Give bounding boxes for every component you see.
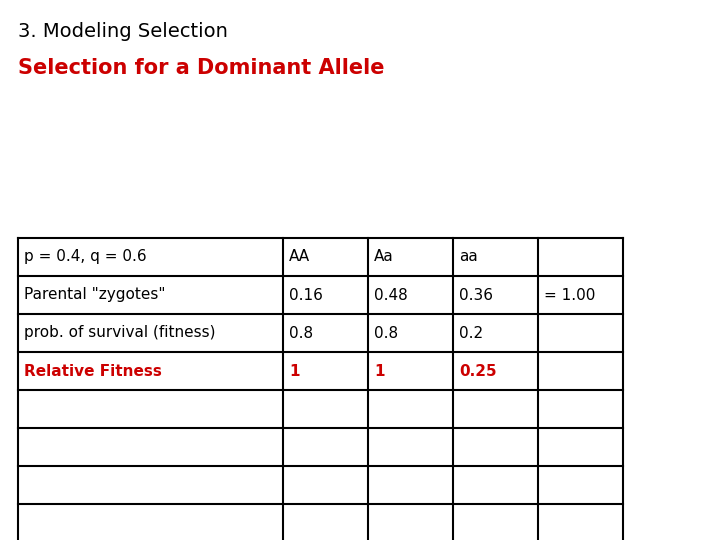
Text: 0.2: 0.2 [459, 326, 483, 341]
Text: prob. of survival (fitness): prob. of survival (fitness) [24, 326, 215, 341]
Text: p = 0.4, q = 0.6: p = 0.4, q = 0.6 [24, 249, 147, 265]
Text: 1: 1 [374, 363, 384, 379]
Text: AA: AA [289, 249, 310, 265]
Text: aa: aa [459, 249, 478, 265]
Text: 1: 1 [289, 363, 300, 379]
Text: Parental "zygotes": Parental "zygotes" [24, 287, 166, 302]
Text: Relative Fitness: Relative Fitness [24, 363, 162, 379]
Text: 0.8: 0.8 [289, 326, 313, 341]
Text: 0.25: 0.25 [459, 363, 497, 379]
Text: Aa: Aa [374, 249, 394, 265]
Text: 0.48: 0.48 [374, 287, 408, 302]
Text: 0.8: 0.8 [374, 326, 398, 341]
Text: 0.36: 0.36 [459, 287, 493, 302]
Text: = 1.00: = 1.00 [544, 287, 595, 302]
Text: 0.16: 0.16 [289, 287, 323, 302]
Text: 3. Modeling Selection: 3. Modeling Selection [18, 22, 228, 41]
Text: Selection for a Dominant Allele: Selection for a Dominant Allele [18, 58, 384, 78]
